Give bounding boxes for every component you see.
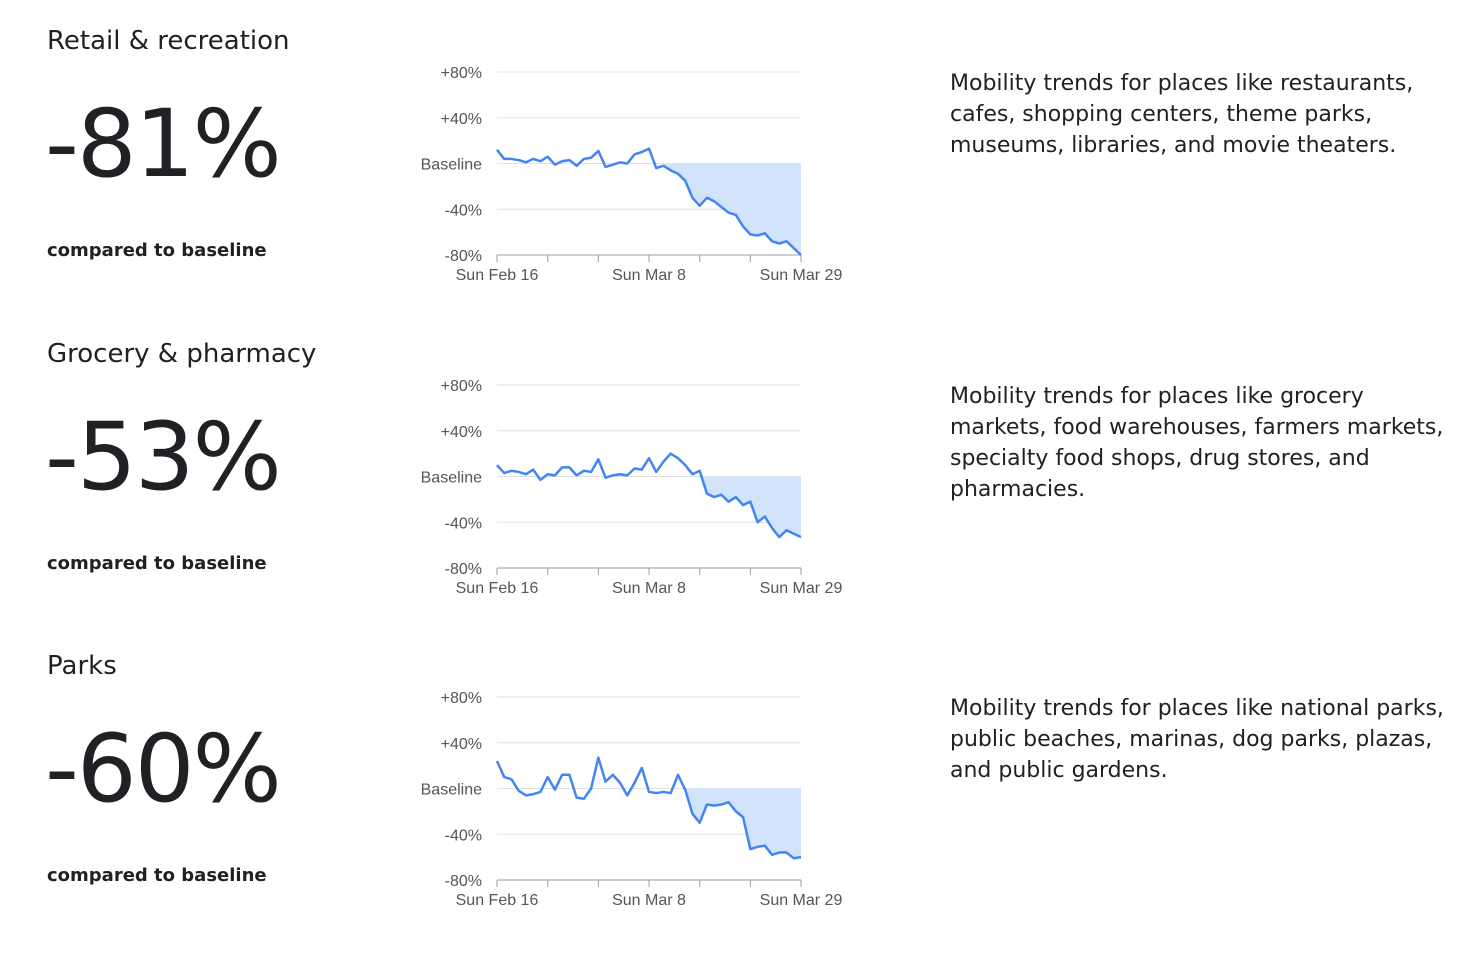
x-tick-label: Sun Feb 16	[456, 580, 539, 597]
category-title: Retail & recreation	[47, 26, 290, 56]
x-tick-label: Sun Mar 8	[612, 580, 686, 597]
comparison-label: compared to baseline	[47, 865, 267, 886]
mobility-line-chart: +80% +40% Baseline -40% -80% Sun Feb 16 Sun Ma…	[421, 378, 843, 597]
x-tick-label: Sun Mar 8	[612, 267, 686, 284]
y-tick-label: +40%	[441, 736, 482, 753]
y-tick-label: +40%	[441, 424, 482, 441]
y-tick-label: Baseline	[421, 157, 482, 174]
category-section: Parks -60% compared to baseline +80% +40%…	[0, 625, 1480, 937]
x-tick-label: Sun Mar 29	[760, 580, 843, 597]
y-tick-label: -80%	[445, 248, 482, 265]
y-tick-label: -80%	[445, 561, 482, 578]
x-tick-label: Sun Mar 29	[760, 267, 843, 284]
x-tick-label: Sun Feb 16	[456, 892, 539, 909]
category-description: Mobility trends for places like national…	[950, 696, 1444, 783]
change-percent: -53%	[45, 403, 282, 512]
y-tick-label: +80%	[441, 65, 482, 82]
x-tick-label: Sun Mar 8	[612, 892, 686, 909]
x-tick-label: Sun Feb 16	[456, 267, 539, 284]
below-baseline-area	[677, 788, 801, 859]
category-description: Mobility trends for places like grocery …	[950, 384, 1444, 502]
y-tick-label: +80%	[441, 690, 482, 707]
y-tick-label: -40%	[445, 515, 482, 532]
y-tick-label: -40%	[445, 827, 482, 844]
y-tick-label: Baseline	[421, 782, 482, 799]
change-percent: -81%	[45, 90, 282, 199]
mobility-line-chart: +80% +40% Baseline -40% -80% Sun Feb 16 Sun Ma…	[421, 65, 843, 284]
category-section: Retail & recreation -81% compared to bas…	[0, 0, 1480, 312]
category-description: Mobility trends for places like restaura…	[950, 71, 1414, 158]
y-tick-label: Baseline	[421, 470, 482, 487]
comparison-label: compared to baseline	[47, 553, 267, 574]
series-line	[496, 147, 802, 256]
mobility-line-chart: +80% +40% Baseline -40% -80% Sun Feb 16 Sun Ma…	[421, 690, 843, 909]
below-baseline-area	[663, 163, 801, 255]
y-tick-label: +80%	[441, 378, 482, 395]
category-title: Grocery & pharmacy	[47, 339, 317, 369]
category-title: Parks	[47, 651, 117, 681]
series-line	[496, 452, 802, 539]
y-tick-label: +40%	[441, 111, 482, 128]
below-baseline-area	[699, 476, 801, 538]
change-percent: -60%	[45, 715, 282, 824]
x-tick-label: Sun Mar 29	[760, 892, 843, 909]
y-tick-label: -40%	[445, 202, 482, 219]
series-line	[495, 756, 802, 860]
category-section: Grocery & pharmacy -53% compared to base…	[0, 313, 1480, 625]
comparison-label: compared to baseline	[47, 240, 267, 261]
y-tick-label: -80%	[445, 873, 482, 890]
